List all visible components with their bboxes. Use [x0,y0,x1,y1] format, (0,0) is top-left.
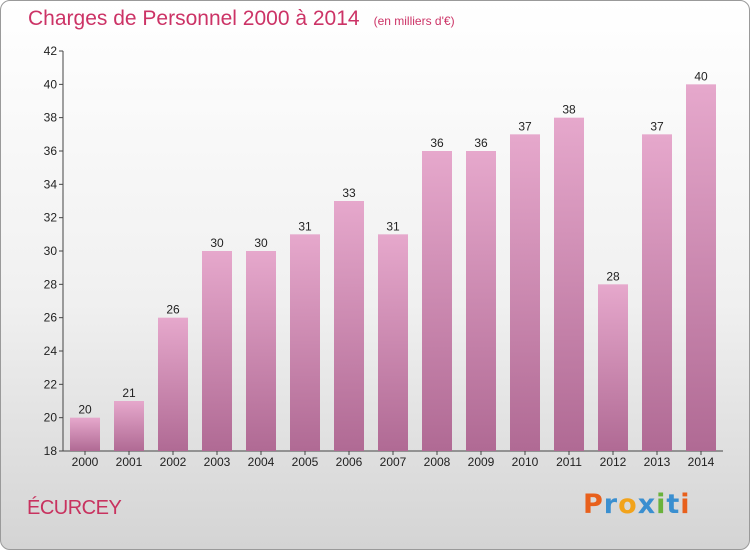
x-tick-label: 2000 [72,455,99,469]
y-tick-label: 34 [44,177,58,191]
data-label: 38 [562,103,576,117]
logo-letter: t [666,489,681,520]
x-tick-label: 2005 [292,455,319,469]
y-tick-label: 36 [44,144,58,158]
bar [202,251,232,451]
data-label: 33 [342,186,356,200]
bar [642,134,672,452]
title-block: Charges de Personnel 2000 à 2014 (en mill… [28,7,455,31]
data-label: 31 [298,219,312,233]
y-tick-label: 42 [44,44,58,58]
x-tick-label: 2004 [248,455,275,469]
data-label: 30 [254,236,268,250]
data-label: 36 [430,136,444,150]
commune-name: ÉCURCEY [27,497,122,519]
bar [114,401,144,451]
y-tick-label: 40 [44,77,58,91]
logo-letter: x [637,489,657,520]
data-label: 21 [122,386,136,400]
logo-letter: P [583,489,604,520]
bar [70,417,100,451]
x-tick-label: 2001 [116,455,143,469]
y-tick-label: 22 [44,377,58,391]
data-label: 26 [166,303,180,317]
data-label: 20 [78,403,92,417]
bar [466,151,496,451]
y-tick-label: 26 [44,311,58,325]
logo-letter: i [680,489,691,520]
bar [378,234,408,451]
chart-subtitle: (en milliers d'€) [373,14,455,28]
bar [246,251,276,451]
x-tick-label: 2011 [556,455,582,469]
y-tick-label: 32 [44,211,58,225]
bar [554,117,584,452]
x-tick-label: 2007 [380,455,407,469]
x-tick-label: 2014 [688,455,715,469]
y-tick-label: 38 [44,111,58,125]
bar [598,284,628,451]
data-label: 40 [694,69,708,83]
bar [290,234,320,451]
x-tick-label: 2006 [336,455,363,469]
x-tick-label: 2002 [160,455,187,469]
y-tick-label: 18 [44,444,58,458]
logo-letter: i [656,489,667,520]
bar [510,134,540,452]
x-tick-label: 2003 [204,455,231,469]
y-tick-label: 20 [44,411,58,425]
x-tick-label: 2010 [512,455,539,469]
data-label: 31 [386,219,400,233]
data-label: 30 [210,236,224,250]
y-tick-label: 30 [44,244,58,258]
x-tick-label: 2008 [424,455,451,469]
data-label: 37 [650,119,664,133]
logo-letter: o [618,489,638,520]
bar [334,201,364,451]
proxiti-logo[interactable]: Proxiti [583,489,691,520]
bar [158,317,188,451]
bar [422,151,452,451]
y-tick-label: 28 [44,277,58,291]
y-tick-label: 24 [44,344,58,358]
x-tick-label: 2012 [600,455,627,469]
logo-letter: r [603,489,619,520]
x-tick-label: 2013 [644,455,671,469]
data-label: 28 [606,269,620,283]
x-tick-label: 2009 [468,455,495,469]
data-label: 37 [518,119,532,133]
chart-title: Charges de Personnel 2000 à 2014 [28,7,360,30]
bar [686,84,716,451]
data-label: 36 [474,136,488,150]
